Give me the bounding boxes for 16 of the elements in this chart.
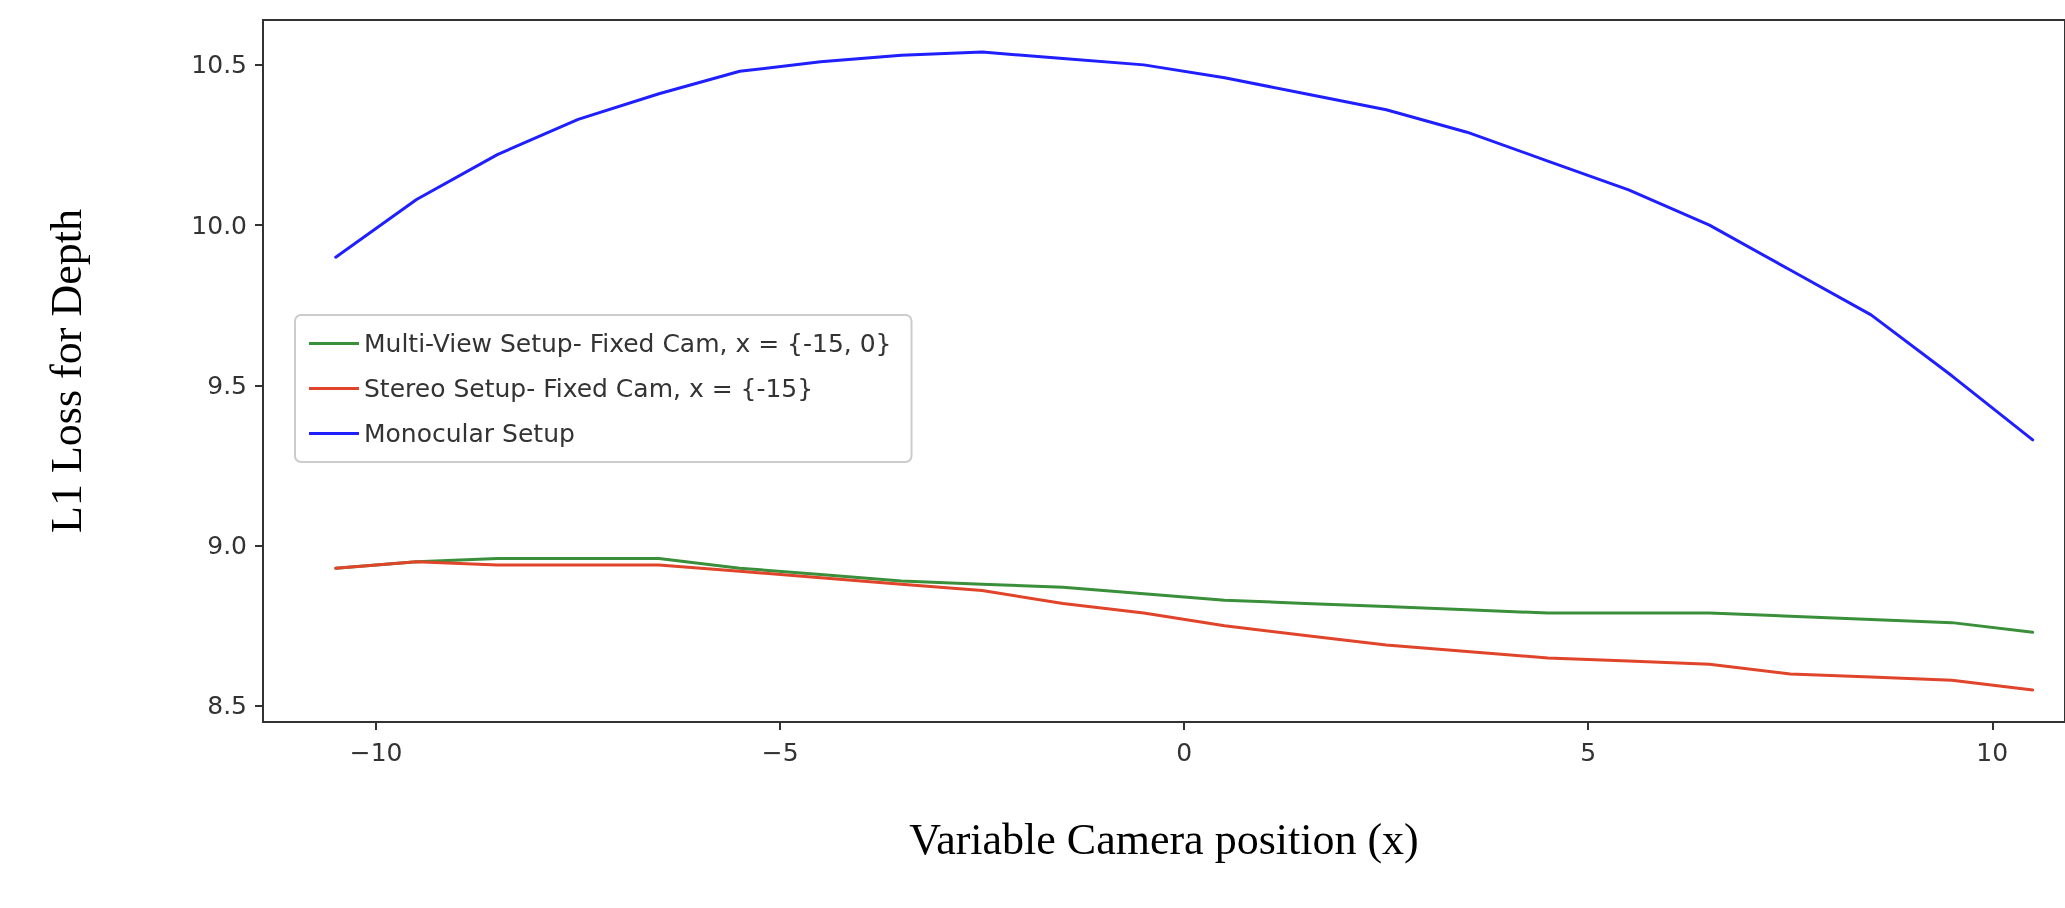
y-axis-title: L1 Loss for Depth (41, 209, 91, 533)
x-tick-label: −10 (349, 738, 403, 767)
x-tick-label: −5 (761, 738, 799, 767)
y-tick-label: 10.0 (191, 210, 247, 240)
y-tick-label: 10.5 (191, 50, 247, 80)
x-tick-label: 0 (1176, 738, 1193, 767)
x-tick-label: 5 (1580, 738, 1597, 767)
y-tick-label: 9.5 (207, 370, 247, 400)
line-series (334, 560, 2035, 692)
x-axis-title: Variable Camera position (x) (909, 814, 1419, 864)
legend-label: Monocular Setup (364, 419, 575, 448)
y-tick-label: 9.0 (207, 531, 247, 561)
legend-label: Stereo Setup- Fixed Cam, x = {-15} (364, 374, 814, 403)
legend-label: Multi-View Setup- Fixed Cam, x = {-15, 0} (364, 329, 892, 358)
y-tick-label: 8.5 (207, 691, 247, 721)
x-tick-label: 10 (1976, 738, 2009, 767)
